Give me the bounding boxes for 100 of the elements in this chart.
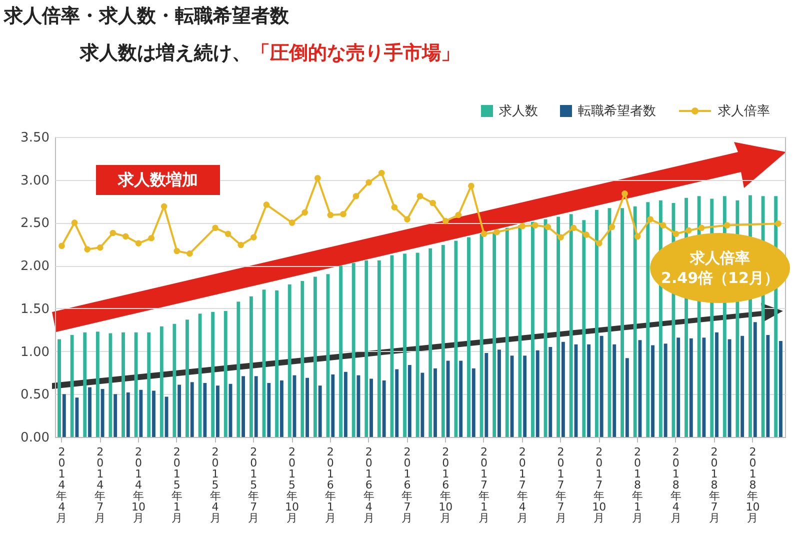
x-tick-label: 2016年1月 [324,446,336,524]
bar [676,338,680,437]
point [84,246,90,252]
bar [211,312,215,437]
bar [364,260,368,437]
x-tick-label: 2015年7月 [248,446,260,524]
point [660,222,666,228]
y-tick-label: 3.00 [20,173,50,188]
bar [139,390,143,437]
x-tick-label: 2018年4月 [670,446,682,524]
bar [548,347,552,437]
bar [536,350,540,437]
annotation: 求人数増加 [96,165,220,195]
bar [134,332,138,437]
point [288,220,296,226]
bar [454,240,458,437]
x-tick-label: 2018年1月 [632,446,644,524]
bar [633,206,637,437]
bar [152,390,156,437]
point [174,248,180,254]
bar [62,394,66,437]
bar [160,326,164,437]
legend-label: 求人倍率 [718,103,770,120]
bar [766,335,770,437]
point [480,230,488,238]
bar [664,344,668,437]
point [366,179,372,186]
x-tick-label: 2018年10月 [746,446,760,524]
point [212,224,218,232]
bar [100,389,104,437]
x-tick-label: 2017年1月 [478,446,490,524]
bar [600,336,604,437]
x-tick-label: 2015年1月 [171,446,182,524]
legend-label: 転職希望者数 [578,103,656,120]
point [352,192,360,200]
bar [377,260,381,437]
bar [249,296,253,437]
bar [254,376,258,437]
x-tick-label: 2016年10月 [438,446,453,524]
bar [446,360,450,437]
y-tick-label: 0.50 [20,388,50,403]
y-tick-label: 1.00 [20,344,50,360]
legend-label: 求人数 [499,103,538,120]
point [96,244,104,251]
bar [300,281,304,437]
bar [715,332,718,437]
bar [403,254,406,437]
point [494,228,500,236]
x-tick-label: 2015年4月 [210,446,221,524]
bar [126,392,130,437]
bar [625,358,629,437]
bar [779,341,782,437]
point [71,220,78,226]
bar [428,248,432,437]
bar [441,245,445,437]
bar [172,324,176,437]
bar [352,263,356,437]
bar [518,225,522,437]
point [391,204,398,210]
point [378,170,385,176]
point [532,222,538,228]
bar [88,387,92,437]
bar [70,335,74,437]
point [416,192,424,200]
x-tick-label: 2014年10月 [131,446,146,524]
point [263,202,270,208]
point [404,216,410,222]
bar [651,345,654,437]
bar [390,255,394,437]
x-tick-label: 2017年4月 [516,446,528,524]
bar [288,284,292,437]
bar [318,386,322,437]
point [135,240,142,246]
bar [753,322,757,437]
point [686,227,692,234]
point [558,234,564,240]
bar [620,208,624,437]
point [250,234,257,240]
point [455,212,462,218]
bar [96,332,100,437]
point [672,230,680,238]
bar [114,394,118,437]
x-tick-label: 2016年4月 [363,446,374,524]
annotation: 求人倍率 2.49倍（12月） [650,233,790,303]
bar [408,365,412,437]
bar [472,368,476,437]
bar [224,311,228,437]
point [608,224,616,230]
bar [280,380,284,437]
bar [728,339,732,437]
point [622,190,628,197]
bar [420,372,424,437]
point [519,222,526,230]
bar [216,386,220,437]
bar [267,383,271,437]
y-tick-label: 2.00 [20,259,50,274]
bar [122,332,125,437]
bar [646,202,650,437]
bar [58,339,61,437]
y-tick-label: 0.00 [20,430,50,446]
